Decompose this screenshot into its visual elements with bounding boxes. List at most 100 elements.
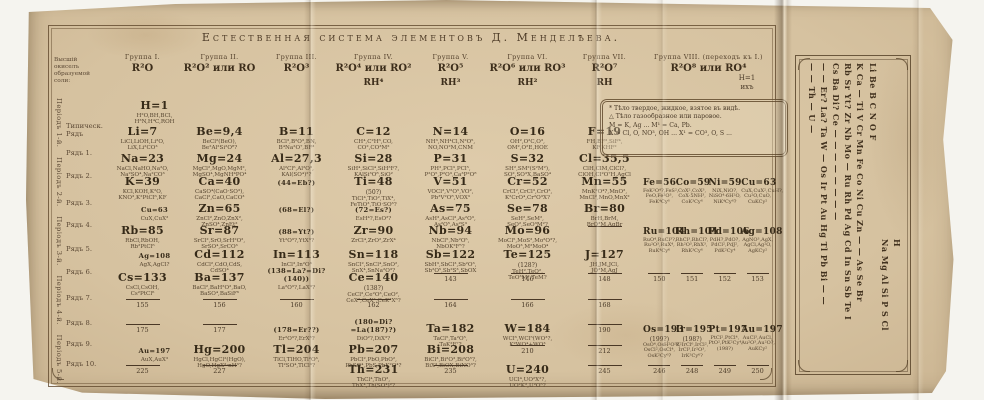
legend-note-box: * Тѣло твердое, жидкое, взятое въ видѣ. … <box>600 99 788 157</box>
compound-formulas: SnX⁴,SnNa²O³? <box>351 268 396 275</box>
row-label-cell: Рядъ 5. <box>50 243 104 266</box>
row-label-cell: Рядъ 1. <box>50 147 104 170</box>
predicted-atomic-weight: 249 <box>718 367 732 375</box>
group-1-cell: Cu=63 CuX,CuX² <box>104 197 181 222</box>
group-name: Группа IV. <box>353 53 394 61</box>
group-8-cell: 150 151 152 153 <box>643 266 774 292</box>
document-title: Естественная система элементовъ Д. Менде… <box>201 31 621 44</box>
element-symbol-weight: Hg=200 <box>193 343 246 356</box>
compound-formulas: KAlSi³O⁸,SiO² <box>354 172 393 179</box>
group-header-5: Группа V. R²O⁵ RH³ <box>412 53 489 88</box>
element-cell-Ta182: Ta=182 TaCl⁵,Ta²O⁵, TaK²F⁷? <box>412 317 489 348</box>
row-label-cell: Типическ. Рядъ <box>50 120 104 147</box>
element-symbol-weight: W=184 <box>504 322 551 335</box>
table-row: Рядъ 8. 175 177 (178=Er??) Er²O³?,ErX³? (180=… <box>50 317 783 359</box>
compound-formulas: AsH³,AsCl³,As²O³, <box>425 216 476 222</box>
element-symbol-weight: Mg=24 <box>196 152 243 165</box>
compound-formulas: PtO²,PtK²Cy⁴, <box>708 340 743 347</box>
group-4-cell: Sn=118 SnCl²,SnCl⁴,SnO², SnX⁴,SnNa²O³? <box>335 243 412 274</box>
compound-formulas: PdCl²,PdJ², <box>711 242 739 249</box>
element-cell-Zr90: Zr=90 ZrCl⁴,ZrO²,ZrX⁴ <box>335 219 412 244</box>
compound-formulas: MoCl⁵,MoS²,Mo²O³?, <box>497 238 558 244</box>
predicted-atomic-weight: 164 <box>444 301 457 309</box>
predicted-atomic-weight: 162 <box>367 301 380 309</box>
table-row: Рядъ 6. Cs=133 CsCl,CsOH, Cs²PtCl⁶ Ba=137 BaC… <box>50 266 774 304</box>
group-7-cell: Br=80 BrH,BrM, BrO³M,AgBr <box>566 197 643 228</box>
element-symbol-weight: Cr=52 <box>507 175 548 188</box>
row-label: Рядъ 6. <box>66 268 93 276</box>
group-5-cell: As=75 AsH³,AsCl³,As²O³, As²O⁵,As²S³ <box>412 197 489 228</box>
compound-formulas: Yt²O³?,YtX³? <box>279 238 314 244</box>
element-symbol-weight: Ca=40 <box>198 175 241 188</box>
table-row: Рядъ 5. Ag=108 AgX,AgCl? Cd=112 CdCl²,CdO,Cd… <box>50 243 772 281</box>
row-label-cell <box>50 94 104 120</box>
compound-formulas: Rh²O³,RhX³, <box>676 242 708 249</box>
compound-formulas: SeO²,SeO³M²? <box>507 222 548 229</box>
group-4-cell: 162 <box>335 292 412 317</box>
element-cell-Pd106: Pd=106 PdH?,PdO?, PdCl²,PdJ², PdK²Cy⁴ <box>709 219 750 254</box>
row-label-cell: Рядъ 10. <box>50 358 104 384</box>
row-label: Рядъ 10. <box>66 360 97 368</box>
group-4-cell: Ce=140 (138?) CeCl³,Ce²O³,CeO², CeX³,CeX⁴,C… <box>335 266 412 304</box>
group-name: Группа VIII. (переходъ къ I.) <box>654 53 763 61</box>
group-8-subcell: Pt=197 PtCl²,PtCl⁴, PtO²,PtK²Cy⁴, (198?) <box>709 317 748 352</box>
compound-formulas: La²O³?,LaX³? <box>277 285 316 291</box>
compound-formulas: ClH,ClM,ClCl?, <box>582 166 627 172</box>
predicted-atomic-weight: 177 <box>213 326 226 334</box>
compound-formulas: KNO³,K²PtCl⁶,KF <box>118 195 167 202</box>
compound-formulas: MgSO⁴,MgNH⁴PO⁴ <box>192 172 247 179</box>
group-6-cell: Se=78 SeH²,SeM², SeO²,SeO³M²? <box>489 197 566 228</box>
element-symbol-weight: Ti=48 <box>354 175 393 188</box>
group-6-cell: U=240 UCl⁴,UO²X²?, UO²K²,U²O⁵? <box>489 358 566 389</box>
compound-formulas: RuO⁴,RuCl³?, <box>643 237 677 243</box>
group-hydride-formula: RH⁴ <box>363 78 384 88</box>
compound-formulas: BiX³,BiOX,BiNO³? <box>425 363 476 370</box>
predicted-atomic-weight: 143 <box>444 275 457 283</box>
dash-missing-element <box>510 345 545 346</box>
element-table-body: H=1 H²O,BH,BCl, H³N,H⁴C,ROH Типическ. Рядъ L… <box>50 94 783 389</box>
group-6-cell: 210 <box>489 338 566 358</box>
compound-formulas: MnCl²,MnO,MnX² <box>579 195 630 202</box>
group-8-subcell: Pd=106 PdH?,PdO?, PdCl²,PdJ², PdK²Cy⁴ <box>709 219 750 254</box>
group-1-cell: 155 <box>104 292 181 317</box>
dash-missing-element <box>202 299 237 300</box>
row-label: Рядъ 1. <box>66 149 93 157</box>
predicted-atomic-weight: 146 <box>521 275 534 283</box>
compound-formulas: FeK⁴Cy⁶ <box>649 198 670 205</box>
dash-missing-element <box>746 273 769 274</box>
compound-formulas: OsCl²,OsCl⁴, <box>643 347 676 354</box>
compound-formulas: H²O,BH,BCl, <box>136 113 173 119</box>
element-cell-Mg24: Mg=24 MgCl²,MgO,MgM², MgSO⁴,MgNH⁴PO⁴ <box>181 147 258 178</box>
group-1-cell: Au=197 AuX,AuX³ <box>104 338 181 363</box>
predicted-atomic-weight: 190 <box>598 326 611 334</box>
element-cell-180DiLa187: (180=Di?=La(187)?) DiO²?,DiX³? <box>335 317 412 342</box>
compound-formulas: SeH²,SeM², <box>511 216 544 222</box>
compound-formulas: SH²,SM²(S²M²), <box>505 166 550 172</box>
group-4-cell: Ti=48 (50?) TiCl⁴,TiO²,TiX⁴, FeTiO³,TiO·SO³… <box>335 170 412 208</box>
element-cell-138LaDi140: (138=La?=Di?(140)) La²O³?,LaX³? <box>258 266 335 291</box>
dash-missing-element <box>202 365 237 366</box>
group-5-cell: 164 <box>412 292 489 317</box>
compound-formulas: K²IrCl⁶,IrCl², <box>675 342 709 348</box>
element-cell-Ir195: Ir=195 (198?) K²IrCl⁶,IrCl², IrCl³,Ir²O³, Ir… <box>675 317 713 359</box>
element-cell-Ti48: Ti=48 (50?) TiCl⁴,TiO²,TiX⁴, FeTiO³,TiO·SO³… <box>335 170 412 208</box>
compound-formulas: SbH³,SbCl³,Sb²O³, <box>424 262 477 268</box>
element-cell-In113: In=113 InCl³,In²O³ <box>258 243 335 268</box>
element-cell-Pt197: Pt=197 PtCl²,PtCl⁴, PtO²,PtK²Cy⁴, (198?) <box>708 317 748 352</box>
dash-missing-element <box>713 365 736 366</box>
element-symbol-weight: Zn=65 <box>198 202 241 215</box>
atomic-weight-note: H=1 ихъ <box>724 74 770 91</box>
element-symbol-weight: Mn=55 <box>581 175 628 188</box>
element-symbol-weight: (180=Di?=La(187)?) <box>350 318 397 334</box>
element-cell-Ag108: Ag=108 AgX,AgCl? <box>116 243 193 268</box>
element-symbol-weight: Se=78 <box>507 202 548 215</box>
side-panel-line: — — Th — U — <box>806 63 817 134</box>
group-3-cell: B=11 BCl³,B²O³,BN, B⁴Na²O⁷,BF³ <box>258 120 335 151</box>
group-1-cell: Li=7 LiCl,LiOH,Li²O, LiX,Li²CO³ <box>104 120 181 151</box>
element-symbol-weight: Sn=118 <box>348 248 399 261</box>
compound-formulas: Au²O³,Au²O?, <box>741 340 775 347</box>
side-panel-line: K Ca — Ti V Cr Mn Fe Co Ni Cu Zn — — As … <box>855 63 866 302</box>
group-3-cell <box>258 358 335 384</box>
compound-formulas: MgCl²,MgO,MgM², <box>192 166 247 172</box>
compound-formulas: BrO³M,AgBr <box>586 222 623 229</box>
